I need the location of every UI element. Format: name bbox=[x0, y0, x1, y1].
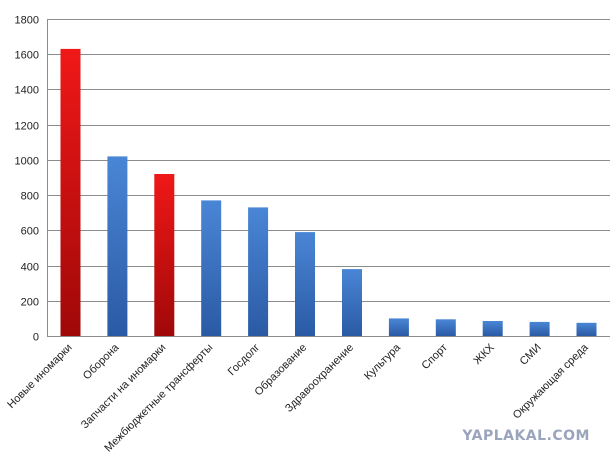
y-tick-label: 1000 bbox=[15, 156, 39, 168]
y-tick-label: 200 bbox=[21, 297, 39, 309]
y-axis: 0 200 400 600 800 1000 1200 1400 1600 1800 bbox=[15, 15, 48, 344]
bar bbox=[529, 321, 550, 336]
x-category-label: Запчасти на иномарки bbox=[79, 342, 169, 432]
y-tick-label: 1200 bbox=[15, 121, 39, 133]
bar bbox=[435, 319, 456, 336]
y-tick-label: 600 bbox=[21, 226, 39, 238]
x-category-label: СМИ bbox=[518, 342, 544, 368]
x-category-label: Новые иномарки bbox=[5, 342, 74, 411]
y-tick-label: 800 bbox=[21, 191, 39, 203]
y-tick-label: 400 bbox=[21, 262, 39, 274]
bar bbox=[295, 232, 315, 336]
y-tick-label: 1600 bbox=[15, 50, 39, 62]
x-category-label: Спорт bbox=[420, 342, 450, 372]
x-category-label: ЖКХ bbox=[471, 341, 497, 367]
bar bbox=[388, 318, 409, 336]
y-tick-label: 1400 bbox=[15, 85, 39, 97]
bar bbox=[342, 269, 362, 336]
bar bbox=[107, 156, 128, 336]
bar bbox=[482, 321, 503, 336]
watermark: YAPLAKAL.COM bbox=[462, 428, 590, 444]
bar bbox=[248, 207, 269, 336]
y-tick-label: 1800 bbox=[15, 15, 39, 27]
y-tick-label: 0 bbox=[33, 332, 39, 344]
bar-highlighted bbox=[60, 48, 81, 337]
bars bbox=[60, 48, 597, 337]
x-category-label: Культура bbox=[362, 341, 403, 382]
bar bbox=[576, 322, 597, 336]
x-category-label: Госдолг bbox=[226, 342, 262, 378]
bar bbox=[201, 200, 222, 336]
grid-lines bbox=[47, 19, 610, 337]
bar-highlighted bbox=[154, 174, 175, 336]
x-category-label: Оборона bbox=[81, 341, 122, 382]
